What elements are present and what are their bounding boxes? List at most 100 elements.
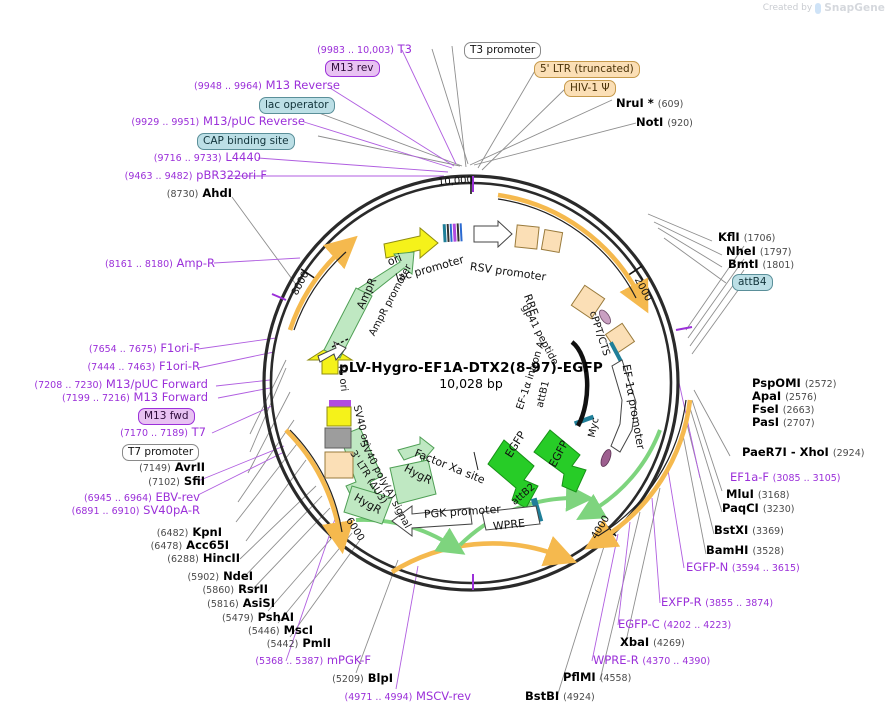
enzyme-label-pflmi[interactable]: PflMI (4558)	[563, 671, 631, 684]
primer-label-m13-reverse[interactable]: (9948 .. 9964) M13 Reverse	[194, 79, 340, 92]
enzyme-position: (2663)	[782, 405, 815, 416]
enzyme-name: NheI	[726, 244, 756, 258]
primer-name: MSCV-rev	[416, 689, 471, 703]
enzyme-label-hincii[interactable]: (6288) HincII	[167, 551, 240, 565]
badge-lac-operator[interactable]: lac operator	[259, 97, 335, 115]
enzyme-name: PaeR7I - XhoI	[742, 445, 829, 459]
badge-m13-fwd[interactable]: M13 fwd	[138, 408, 195, 426]
enzyme-position: (4269)	[653, 638, 685, 649]
primer-label-t7[interactable]: (7170 .. 7189) T7	[120, 425, 206, 439]
enzyme-name: ApaI	[752, 389, 782, 403]
primer-label-mscv-rev[interactable]: (4971 .. 4994) MSCV-rev	[345, 689, 471, 703]
primer-label-ebv-rev[interactable]: (6945 .. 6964) EBV-rev	[83, 491, 200, 504]
primer-label-pbr322ori-f[interactable]: (9463 .. 9482) pBR322ori-F	[124, 169, 267, 182]
leader-lines-primers	[197, 49, 701, 690]
primer-label-f1ori-f[interactable]: (7654 .. 7675) F1ori-F	[89, 342, 200, 355]
primer-label-m13-puc-forward[interactable]: (7208 .. 7230) M13/pUC Forward	[34, 378, 208, 391]
primer-label-m13-puc-reverse[interactable]: (9929 .. 9951) M13/pUC Reverse	[131, 115, 305, 128]
enzyme-label-xbai[interactable]: XbaI (4269)	[620, 635, 685, 649]
enzyme-name: BamHI	[706, 543, 749, 557]
enzyme-label-avrii[interactable]: (7149) AvrII	[139, 460, 205, 474]
badge-m13-rev[interactable]: M13 rev	[325, 60, 380, 78]
primer-range: (6891 .. 6910)	[71, 506, 140, 517]
enzyme-position: (4924)	[563, 692, 595, 703]
badge-t7-promoter[interactable]: T7 promoter	[122, 444, 200, 462]
enzyme-name: XbaI	[620, 635, 650, 649]
primer-name: T3	[397, 42, 412, 56]
primer-label-sv40pa-r[interactable]: (6891 .. 6910) SV40pA-R	[71, 504, 200, 517]
enzyme-label-nrui[interactable]: NruI * (609)	[616, 97, 683, 110]
enzyme-position: (7102)	[148, 477, 180, 488]
enzyme-label-paer7i-xhoi[interactable]: PaeR7I - XhoI (2924)	[742, 445, 864, 459]
enzyme-label-noti[interactable]: NotI (920)	[636, 116, 693, 129]
primer-range: (9929 .. 9951)	[131, 117, 200, 128]
enzyme-position: (920)	[667, 118, 693, 129]
primer-range: (6945 .. 6964)	[83, 493, 152, 504]
enzyme-label-mlui[interactable]: MluI (3168)	[726, 488, 789, 501]
enzyme-label-paqci[interactable]: PaqCI (3230)	[722, 501, 794, 515]
enzyme-label-kpni[interactable]: (6482) KpnI	[157, 525, 222, 539]
primer-name: WPRE-R	[593, 653, 639, 667]
primer-label-amp-r[interactable]: (8161 .. 8180) Amp-R	[105, 257, 215, 270]
enzyme-label-bstbi[interactable]: BstBI (4924)	[525, 689, 595, 703]
badge-cap-binding-site[interactable]: CAP binding site	[197, 133, 295, 151]
enzyme-label-pshai[interactable]: (5479) PshAI	[222, 611, 294, 624]
badge-5-ltr-truncated[interactable]: 5' LTR (truncated)	[534, 61, 640, 79]
enzyme-label-fsei[interactable]: FseI (2663)	[752, 402, 815, 416]
enzyme-label-bamhi[interactable]: BamHI (3528)	[706, 543, 784, 557]
enzyme-name: AvrII	[174, 460, 205, 474]
enzyme-label-rsrii[interactable]: (5860) RsrII	[202, 583, 268, 596]
enzyme-label-pmli[interactable]: (5442) PmlI	[267, 636, 331, 650]
enzyme-name: FseI	[752, 402, 779, 416]
primer-label-egfp-n[interactable]: EGFP-N (3594 .. 3615)	[686, 561, 800, 574]
enzyme-name: HincII	[202, 551, 240, 565]
enzyme-position: (1706)	[743, 233, 776, 244]
primer-name: EGFP-C	[618, 617, 660, 631]
enzyme-label-pspomi[interactable]: PspOMI (2572)	[752, 377, 836, 390]
enzyme-label-bmti[interactable]: BmtI (1801)	[728, 258, 794, 271]
enzyme-label-bstxi[interactable]: BstXI (3369)	[714, 524, 784, 537]
badge-hiv1-psi[interactable]: HIV-1 Ψ	[564, 80, 616, 98]
enzyme-position: (7149)	[139, 463, 171, 474]
enzyme-label-msci[interactable]: (5446) MscI	[248, 624, 313, 637]
badge-t3-promoter[interactable]: T3 promoter	[464, 42, 542, 60]
primer-name: M13 Forward	[133, 390, 208, 404]
enzyme-label-apai[interactable]: ApaI (2576)	[752, 389, 817, 403]
enzyme-name: PmlI	[302, 636, 331, 650]
primer-range: (9463 .. 9482)	[124, 171, 193, 182]
enzyme-position: (5902)	[187, 572, 220, 583]
enzyme-label-kfli[interactable]: KflI (1706)	[718, 231, 776, 244]
enzyme-position: (5816)	[207, 599, 239, 610]
enzyme-label-acc65i[interactable]: (6478) Acc65I	[151, 539, 229, 552]
site-ticks	[271, 176, 693, 590]
enzyme-label-sfii[interactable]: (7102) SfiI	[148, 475, 205, 488]
enzyme-label-pasi[interactable]: PasI (2707)	[752, 416, 815, 429]
primer-label-exfp-r[interactable]: EXFP-R (3855 .. 3874)	[661, 596, 773, 609]
watermark-prefix: Created by	[762, 3, 813, 13]
enzyme-name: KpnI	[192, 525, 222, 539]
primer-label-egfp-c[interactable]: EGFP-C (4202 .. 4223)	[618, 617, 731, 631]
primer-label-f1ori-r[interactable]: (7444 .. 7463) F1ori-R	[87, 360, 200, 373]
inner-feature-glyphs	[306, 219, 637, 537]
enzyme-name: PaqCI	[722, 501, 759, 515]
enzyme-name: NdeI	[223, 569, 253, 583]
primer-label-m13-forward[interactable]: (7199 .. 7216) M13 Forward	[62, 390, 208, 404]
enzyme-label-nhei[interactable]: NheI (1797)	[726, 244, 792, 258]
primer-label-wpre-r[interactable]: WPRE-R (4370 .. 4390)	[593, 653, 710, 667]
enzyme-label-blpi[interactable]: (5209) BlpI	[332, 672, 393, 685]
enzyme-label-ndei[interactable]: (5902) NdeI	[187, 569, 253, 583]
enzyme-name: BstBI	[525, 689, 560, 703]
primer-label-ef1a-f[interactable]: EF1a-F (3085 .. 3105)	[730, 471, 841, 484]
badge-attb4[interactable]: attB4	[732, 274, 773, 292]
enzyme-position: (6288)	[167, 554, 199, 565]
primer-label-l4440[interactable]: (9716 .. 9733) L4440	[154, 150, 261, 164]
primer-label-mpgk-f[interactable]: (5368 .. 5387) mPGK-F	[255, 654, 371, 667]
primer-label-t3[interactable]: (9983 .. 10,003) T3	[317, 42, 412, 56]
enzyme-label-asisi[interactable]: (5816) AsiSI	[207, 596, 275, 610]
primer-name: T7	[191, 425, 206, 439]
snapgene-logo-icon	[815, 2, 822, 14]
enzyme-label-ahdi[interactable]: (8730) AhdI	[167, 187, 232, 200]
primer-name: L4440	[225, 150, 261, 164]
enzyme-position: (3369)	[752, 526, 784, 537]
enzyme-name: AsiSI	[242, 596, 275, 610]
